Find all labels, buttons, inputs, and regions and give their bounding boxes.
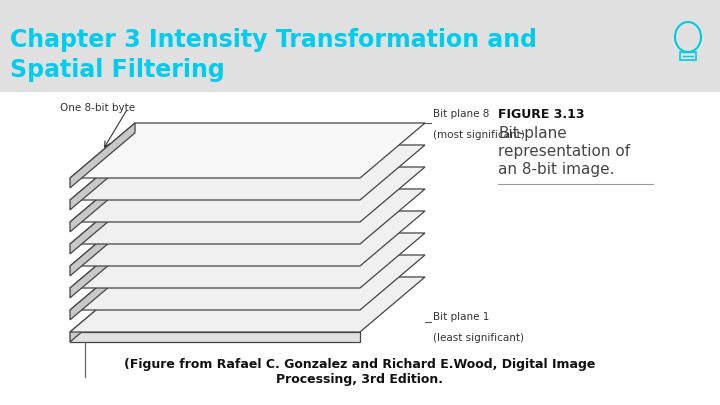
Text: (least significant): (least significant)	[433, 333, 524, 343]
Bar	[680, 52, 696, 60]
Text: an 8-bit image.: an 8-bit image.	[498, 162, 614, 177]
Text: FIGURE 3.13: FIGURE 3.13	[498, 108, 585, 121]
Text: Processing, 3rd Edition.: Processing, 3rd Edition.	[276, 373, 444, 386]
Text: Spatial Filtering: Spatial Filtering	[10, 58, 225, 82]
Text: (Figure from Rafael C. Gonzalez and Richard E.Wood, Digital Image: (Figure from Rafael C. Gonzalez and Rich…	[125, 358, 595, 371]
Polygon shape	[70, 167, 135, 232]
Text: Bit plane 8: Bit plane 8	[433, 109, 490, 119]
Polygon shape	[70, 255, 425, 310]
Text: representation of: representation of	[498, 144, 630, 159]
Polygon shape	[70, 167, 425, 222]
Polygon shape	[70, 233, 135, 298]
Polygon shape	[70, 255, 135, 320]
Text: Bit plane 1: Bit plane 1	[433, 312, 490, 322]
Text: Chapter 3 Intensity Transformation and: Chapter 3 Intensity Transformation and	[10, 28, 537, 52]
Polygon shape	[70, 189, 135, 254]
Polygon shape	[70, 145, 135, 210]
Polygon shape	[70, 332, 360, 342]
Polygon shape	[70, 123, 135, 188]
Polygon shape	[70, 145, 425, 200]
Bar	[0, 0, 720, 92]
Polygon shape	[70, 277, 425, 332]
Polygon shape	[70, 233, 425, 288]
Text: Bit-plane: Bit-plane	[498, 126, 567, 141]
Text: One 8-bit byte: One 8-bit byte	[60, 103, 135, 113]
Polygon shape	[70, 211, 135, 276]
Polygon shape	[70, 189, 425, 244]
Text: (most significant): (most significant)	[433, 130, 525, 140]
Polygon shape	[70, 123, 425, 178]
Polygon shape	[70, 277, 135, 342]
Polygon shape	[70, 211, 425, 266]
